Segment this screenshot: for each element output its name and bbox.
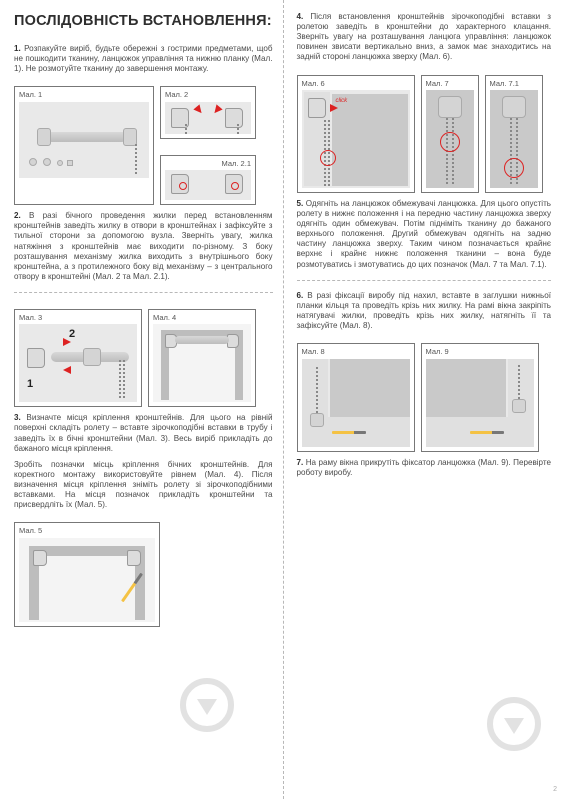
fig-9-label: Мал. 9 — [426, 347, 534, 356]
left-column: ПОСЛІДОВНІСТЬ ВСТАНОВЛЕННЯ: 1. Розпакуйт… — [0, 0, 283, 799]
fig-7-label: Мал. 7 — [426, 79, 474, 88]
fig-1-art — [19, 102, 149, 178]
fig-5: Мал. 5 — [14, 522, 160, 626]
hsep-left — [14, 292, 273, 293]
step-2-text: 2. В разі бічного проведення жилки перед… — [14, 211, 273, 282]
fig-4-label: Мал. 4 — [153, 313, 251, 322]
click-label: click — [336, 98, 348, 106]
fig-71-art — [490, 90, 538, 188]
fig-7: Мал. 7 — [421, 75, 479, 193]
page-title: ПОСЛІДОВНІСТЬ ВСТАНОВЛЕННЯ: — [14, 12, 273, 30]
fig-5-art — [19, 538, 155, 622]
step-7-text: 7. На раму вікна прикрутіть фіксатор лан… — [297, 458, 552, 478]
fig-71: Мал. 7.1 — [485, 75, 543, 193]
fig-3-art: 1 2 — [19, 324, 137, 402]
fig-row-1: Мал. 1 Мал. 2 — [14, 80, 273, 211]
page-number: 2 — [553, 786, 557, 795]
badge-2: 2 — [69, 328, 75, 342]
step-3b-text: Зробіть позначки місць кріплення бічних … — [14, 460, 273, 511]
fig-2-label: Мал. 2 — [165, 90, 251, 99]
watermark-left — [180, 678, 234, 732]
fig-3-label: Мал. 3 — [19, 313, 137, 322]
fig-21: Мал. 2.1 — [160, 155, 256, 205]
fig-2-art — [165, 102, 251, 134]
right-column: 4. Після встановлення кронштейнів зірочк… — [283, 0, 565, 799]
step-5-text: 5. Одягніть на ланцюжок обмежувачі ланцю… — [297, 199, 552, 270]
fig-6-label: Мал. 6 — [302, 79, 410, 88]
fig-6: Мал. 6 click — [297, 75, 415, 193]
fig-4-art — [153, 324, 251, 402]
fig-5-label: Мал. 5 — [19, 526, 155, 535]
watermark-right — [487, 697, 541, 751]
step-6-text: 6. В разі фіксації виробу під нахил, вст… — [297, 291, 552, 331]
fig-9-art — [426, 359, 534, 447]
fig-row-4: Мал. 8 Мал. 9 — [297, 337, 552, 457]
fig-3: Мал. 3 1 2 — [14, 309, 142, 407]
badge-1: 1 — [27, 378, 33, 392]
fig-2: Мал. 2 — [160, 86, 256, 138]
fig-21-art — [165, 170, 251, 200]
fig-7-art — [426, 90, 474, 188]
fig-71-label: Мал. 7.1 — [490, 79, 538, 88]
fig-1: Мал. 1 — [14, 86, 154, 205]
fig-8: Мал. 8 — [297, 343, 415, 451]
fig-4: Мал. 4 — [148, 309, 256, 407]
fig-8-label: Мал. 8 — [302, 347, 410, 356]
fig-1-label: Мал. 1 — [19, 90, 149, 99]
step-1-text: 1. Розпакуйте виріб, будьте обережні з г… — [14, 44, 273, 74]
fig-6-art: click — [302, 90, 410, 188]
fig-row-2: Мал. 3 1 2 Мал. 4 — [14, 303, 273, 413]
fig-8-art — [302, 359, 410, 447]
step-3-num: 3. — [14, 413, 21, 422]
step-2-num: 2. — [14, 211, 21, 220]
step-1-num: 1. — [14, 44, 21, 53]
fig-21-label: Мал. 2.1 — [165, 159, 251, 168]
hsep-right — [297, 280, 552, 281]
fig-row-3: Мал. 6 click Мал. 7 — [297, 69, 552, 199]
fig-9: Мал. 9 — [421, 343, 539, 451]
step-3a-text: 3. Визначте місця кріплення кронштейнів.… — [14, 413, 273, 453]
step-4-text: 4. Після встановлення кронштейнів зірочк… — [297, 12, 552, 63]
